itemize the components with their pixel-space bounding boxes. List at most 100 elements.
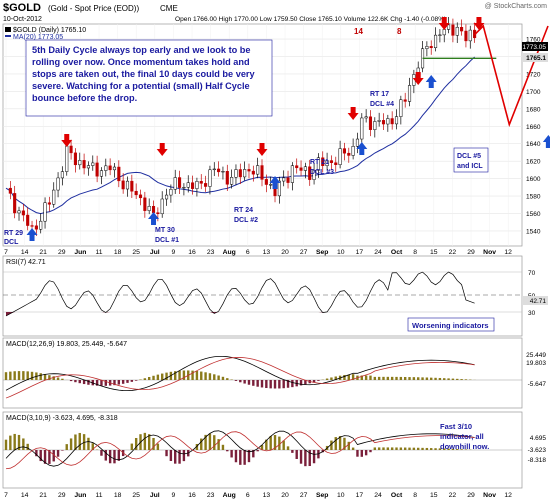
- price-y-tick: 1620: [526, 159, 541, 166]
- macd-hist-bar: [460, 379, 463, 380]
- bottom-x-tick: Oct: [391, 492, 403, 499]
- candle-body: [30, 225, 34, 227]
- macd-hist-bar: [291, 450, 294, 453]
- candle-body: [299, 167, 303, 171]
- macd-hist-bar: [399, 447, 403, 450]
- macd-hist-bar: [395, 376, 398, 380]
- macd-hist-bar: [39, 450, 42, 462]
- bottom-x-tick: 6: [246, 492, 250, 499]
- candle-body: [399, 99, 403, 117]
- macd-hist-bar: [343, 437, 346, 450]
- macd-hist-bar: [191, 370, 194, 380]
- top-arrow: [412, 72, 424, 85]
- candle-body: [355, 138, 360, 147]
- macd-hist-bar: [312, 380, 316, 383]
- candle-body: [325, 160, 329, 166]
- macd-hist-bar: [438, 448, 442, 450]
- macd2-tag-1: 4.695: [530, 435, 547, 442]
- bottom-x-tick: 29: [467, 492, 475, 499]
- macd-hist-bar: [260, 445, 264, 450]
- candle-body: [130, 180, 134, 192]
- macd-hist-bar: [425, 447, 429, 450]
- bottom-x-tick: Aug: [223, 492, 236, 499]
- candle-body: [277, 180, 281, 197]
- price-x-tick: 18: [114, 249, 122, 256]
- macd-hist-bar: [61, 450, 64, 451]
- price-y-tick: 1560: [526, 211, 541, 218]
- macd-hist-bar: [230, 450, 233, 458]
- macd-hist-bar: [126, 380, 129, 383]
- macd-hist-bar: [373, 376, 377, 380]
- macd-hist-bar: [330, 377, 333, 380]
- candle-body: [377, 120, 381, 122]
- macd-hist-bar: [226, 450, 229, 452]
- macd2-title: MACD(3,10,9) -3.623, 4.695, -8.318: [6, 415, 118, 422]
- bottom-x-tick: 17: [356, 492, 364, 499]
- bottom-x-tick: 16: [188, 492, 196, 499]
- macd-hist-bar: [56, 377, 60, 380]
- candle-body: [373, 121, 377, 130]
- macd1-signal: [5, 357, 475, 399]
- macd-hist-bar: [204, 434, 207, 450]
- macd-hist-bar: [234, 380, 238, 381]
- candle-body: [39, 220, 43, 230]
- price-x-tick: 29: [58, 249, 66, 256]
- macd-hist-bar: [130, 443, 134, 450]
- macd-hist-bar: [113, 450, 116, 464]
- macd-hist-bar: [265, 439, 268, 450]
- fast-note-1: Fast 3/10: [440, 422, 472, 431]
- rsi-panel: RSI(7) 42.71 70 50 30 42.71 Worsening in…: [2, 255, 548, 337]
- candle-body: [334, 162, 338, 165]
- macd-hist-bar: [425, 377, 429, 380]
- macd-hist-bar: [282, 440, 285, 450]
- price-x-tick: 22: [449, 249, 457, 256]
- macd-hist-bar: [351, 447, 355, 450]
- rsi-tick-70: 70: [528, 270, 536, 277]
- candle-body: [195, 181, 199, 189]
- macd-hist-bar: [178, 370, 181, 380]
- label-dcl-top: DCL: [4, 239, 19, 246]
- candle-body: [260, 165, 264, 180]
- macd-hist-bar: [134, 438, 138, 450]
- macd-hist-bar: [147, 376, 151, 380]
- macd-hist-bar: [273, 380, 277, 389]
- candle-body: [455, 26, 459, 36]
- macd-hist-bar: [121, 380, 125, 384]
- macd-hist-bar: [447, 378, 450, 380]
- candle-body: [451, 24, 455, 36]
- macd1-title: MACD(12,26,9) 19.803, 25.449, -5.647: [6, 341, 127, 348]
- macd-hist-bar: [417, 377, 420, 380]
- macd-hist-bar: [430, 448, 433, 450]
- price-x-tick: 6: [246, 249, 250, 256]
- candle-body: [234, 169, 238, 178]
- macd-hist-bar: [43, 450, 47, 464]
- candle-body: [169, 189, 173, 196]
- label-dcl4: DCL #4: [370, 101, 394, 108]
- label-dcl3: DCL #3: [310, 169, 334, 176]
- macd-hist-bar: [17, 434, 21, 450]
- bottom-x-tick: Jul: [150, 492, 160, 499]
- macd-hist-bar: [412, 447, 416, 450]
- macd1-tag-3: -5.647: [528, 381, 547, 388]
- price-x-tick: 8: [413, 249, 417, 256]
- macd-hist-bar: [256, 380, 259, 387]
- bottom-x-tick: Sep: [316, 492, 328, 499]
- candle-body: [34, 225, 38, 230]
- macd-hist-bar: [208, 373, 212, 380]
- macd-hist-bar: [382, 376, 385, 380]
- candle-body: [447, 24, 451, 30]
- macd-hist-bar: [321, 450, 324, 453]
- candle-body: [303, 166, 307, 171]
- price-y-tick: 1660: [526, 124, 541, 131]
- candle-body: [73, 152, 77, 166]
- macd-hist-bar: [113, 380, 116, 386]
- macd-hist-bar: [351, 374, 355, 380]
- macd-hist-bar: [104, 380, 107, 386]
- label-14: 14: [354, 27, 363, 36]
- macd-hist-bar: [156, 374, 160, 380]
- macd-hist-bar: [364, 450, 368, 456]
- macd-hist-bar: [43, 374, 47, 380]
- macd-hist-bar: [434, 448, 437, 450]
- macd-hist-bar: [226, 378, 229, 380]
- macd-hist-bar: [408, 377, 411, 380]
